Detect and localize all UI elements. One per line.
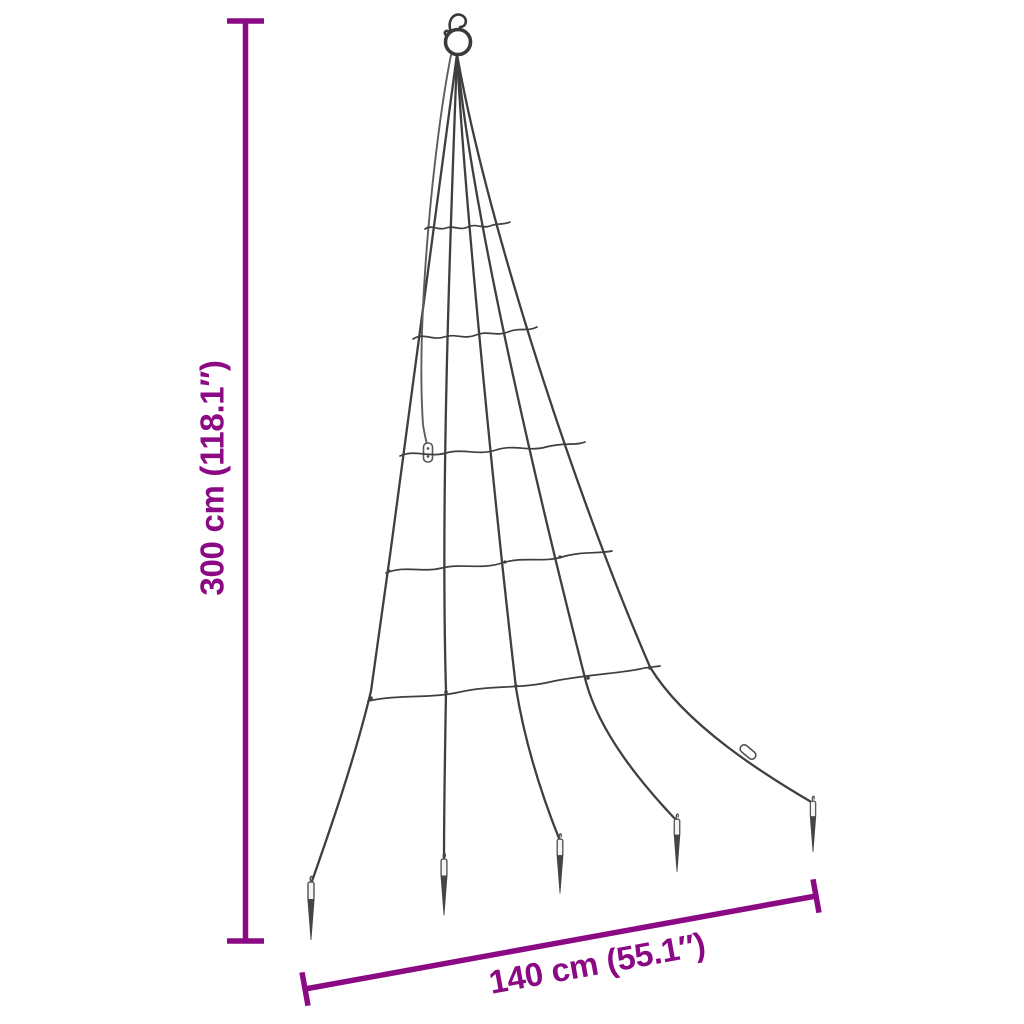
wire-node [444, 690, 448, 694]
ground-stake-4 [673, 813, 681, 872]
light-string-3 [455, 52, 562, 843]
wire-node [586, 676, 590, 680]
ground-stake-5 [809, 795, 817, 853]
net-crossbar-2 [412, 326, 538, 340]
height-dimension-label: 300 cm (118.1″) [194, 360, 231, 595]
net-crossbar-4 [385, 550, 613, 574]
width-dimension-line [304, 893, 817, 992]
cable-connector [422, 442, 434, 463]
width-dimension-cap-left [299, 971, 311, 1007]
product-illustration [307, 13, 817, 940]
ground-stake-2 [440, 852, 448, 916]
width-dimension: 140 cm (55.1″) [299, 878, 822, 1007]
inline-connector [739, 743, 757, 761]
width-dimension-cap-right [810, 878, 822, 914]
wire-node [514, 684, 518, 688]
wire-node [558, 555, 562, 559]
height-dimension: 300 cm (118.1″) [194, 18, 264, 944]
light-string-5 [455, 52, 815, 805]
hanging-hook-icon [448, 13, 468, 34]
net-crossbar-3 [399, 441, 586, 457]
wire-node [387, 569, 391, 573]
wire-node [369, 696, 373, 700]
wire-node [503, 560, 507, 564]
net-crossbar-1 [424, 221, 511, 230]
ground-stake-1 [307, 875, 315, 940]
ground-stake-3 [556, 833, 564, 894]
net-crossbar-5 [367, 665, 661, 702]
light-string-1 [309, 52, 459, 886]
light-string-2 [442, 52, 459, 863]
top-ring [443, 27, 473, 57]
power-cable [420, 54, 452, 445]
light-string-4 [455, 52, 679, 823]
wire-node [648, 666, 652, 670]
